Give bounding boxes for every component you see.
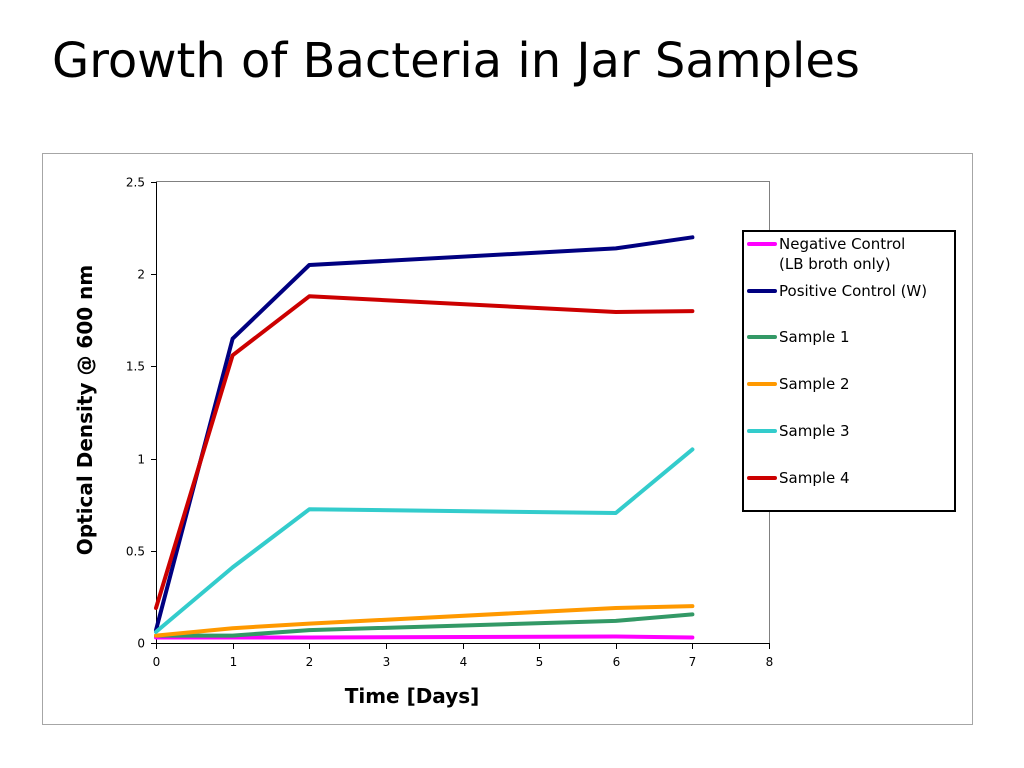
series-line-3: [154, 604, 695, 638]
series-line-2: [154, 612, 695, 638]
x-tick-label: 1: [230, 655, 238, 669]
series-lines: [154, 235, 695, 640]
legend-label-5: Sample 4: [779, 469, 850, 487]
y-tick-label: 1.5: [126, 360, 145, 374]
y-axis-title: Optical Density @ 600 nm: [73, 265, 97, 555]
y-tick-label: 1: [137, 453, 145, 467]
x-tick-label: 0: [153, 655, 161, 669]
x-tick-label: 2: [306, 655, 314, 669]
x-tick-label: 7: [689, 655, 697, 669]
x-axis-title: Time [Days]: [345, 684, 480, 708]
x-tick-label: 8: [766, 655, 774, 669]
x-tick-label: 3: [383, 655, 391, 669]
y-tick-label: 0.5: [126, 545, 145, 559]
legend-label-0: Negative Control (LB broth only): [779, 235, 905, 273]
x-tick-label: 4: [460, 655, 468, 669]
legend-label-2: Sample 1: [779, 328, 850, 346]
legend-box: [742, 230, 956, 512]
slide-title: Growth of Bacteria in Jar Samples: [52, 33, 860, 89]
axes: 0 0.5 1 1.5 2 2.5 0 1 2 3 4 5 6 7 8: [126, 176, 773, 670]
series-line-4: [154, 447, 695, 634]
y-tick-label: 2.5: [126, 176, 145, 190]
legend-label-4: Sample 3: [779, 422, 850, 440]
series-line-5: [154, 294, 695, 610]
y-tick-label: 0: [137, 637, 145, 651]
y-tick-label: 2: [137, 268, 145, 282]
x-tick-label: 6: [613, 655, 621, 669]
legend-label-3: Sample 2: [779, 375, 850, 393]
legend-label-1: Positive Control (W): [779, 282, 927, 300]
legend: Negative Control (LB broth only) Positive …: [742, 230, 956, 512]
plot-area: [156, 181, 770, 644]
x-tick-label: 5: [536, 655, 544, 669]
